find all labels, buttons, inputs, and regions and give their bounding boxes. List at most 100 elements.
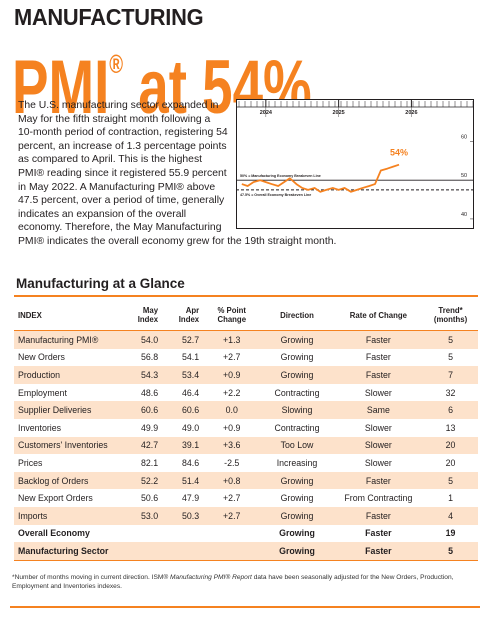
table-cell: Contracting — [274, 387, 320, 398]
table-cell: 52.2 — [121, 471, 163, 490]
table-cell: 50.3 — [162, 506, 204, 525]
table-cell: 5 — [423, 471, 478, 490]
table-cell: +0.9 — [203, 366, 261, 384]
table-cell — [121, 542, 163, 561]
table-cell: Faster — [365, 528, 392, 539]
headline: PMI® at 54% — [12, 26, 312, 126]
table-cell: 5 — [423, 330, 478, 349]
reference-label: 50% = Manufacturing Economy Breakeven Li… — [240, 174, 321, 178]
table-cell: 5 — [448, 352, 454, 363]
table-row: Manufacturing Sector Growing Faster 5 — [14, 542, 478, 561]
intro-text: The U.S. manufacturing sector expanded i… — [18, 100, 337, 247]
column-header: Apr Index — [162, 300, 204, 331]
table-cell: Contracting — [274, 422, 320, 433]
table-cell: +2.2 — [223, 387, 241, 398]
table-cell: -2.5 — [224, 457, 240, 468]
table-cell: Growing — [260, 506, 334, 525]
table-cell: +3.6 — [203, 436, 261, 455]
table-cell: 4 — [423, 506, 478, 525]
table-row: Production 54.3 53.4 +0.9 Growing Faster 7 — [14, 366, 478, 384]
table-cell: 20 — [445, 457, 456, 468]
rule — [10, 606, 480, 608]
column-header: Trend* (months) — [423, 300, 478, 331]
table-cell: Faster — [365, 352, 391, 363]
table-cell: Faster — [333, 506, 424, 525]
table-row: New Export Orders 50.6 47.9 +2.7 Growing From… — [14, 489, 478, 507]
table-cell: 46.4 — [182, 387, 200, 398]
table-cell: Slower — [364, 457, 392, 468]
table-cell: 19 — [445, 528, 456, 539]
table-cell: Slowing — [260, 401, 334, 419]
table-cell: Imports — [14, 506, 122, 525]
column-header: May Index — [121, 300, 163, 331]
table-cell: 54.0 — [121, 330, 163, 349]
table-row: Manufacturing PMI® 54.0 52.7 +1.3 Growing Fas… — [14, 330, 478, 349]
table-cell: Faster — [333, 330, 424, 349]
table-cell — [203, 525, 260, 543]
table-cell: 49.9 — [140, 422, 159, 433]
data-line — [241, 163, 400, 193]
table-cell: 56.8 — [140, 352, 159, 363]
table-cell: Employment — [18, 387, 67, 398]
table-cell: Same — [333, 401, 424, 419]
table-cell: +2.7 — [203, 506, 261, 525]
table-cell: 48.6 — [140, 387, 159, 398]
table-cell: Growing — [280, 352, 314, 363]
table-cell — [162, 542, 204, 561]
footnote: *Number of months moving in current dire… — [12, 573, 478, 591]
table-row: Supplier Deliveries 60.6 60.6 0.0 Slowing Sam… — [14, 401, 478, 419]
y-tick-label: 50 — [461, 173, 467, 179]
table-cell: 6 — [423, 401, 478, 419]
chart-frame — [236, 99, 474, 229]
table-cell: +0.9 — [223, 422, 241, 433]
table-cell: Growing — [260, 542, 334, 561]
y-tick-label: 60 — [461, 134, 467, 140]
table-row: Employment 48.6 46.4 +2.2 Contracting Slower 3… — [14, 384, 478, 402]
table-cell: 51.4 — [162, 471, 204, 490]
table-cell: +2.7 — [223, 493, 241, 504]
table-cell: 13 — [445, 422, 456, 433]
table-cell: 20 — [423, 436, 478, 455]
table-cell: Inventories — [18, 422, 62, 433]
table-row: Inventories 49.9 49.0 +0.9 Contracting Slower… — [14, 419, 478, 437]
table-row: Imports 53.0 50.3 +2.7 Growing Faster 4 — [14, 506, 478, 525]
table-cell: Growing — [260, 366, 334, 384]
table-cell: Customers' Inventories — [14, 436, 122, 455]
table-cell: From Contracting — [344, 493, 413, 504]
table-cell: Faster — [333, 471, 424, 490]
section-title: Manufacturing at a Glance — [16, 276, 185, 291]
intro: 2024 2025 2026 40 50 60 50% = Manufacturing Ec… — [18, 99, 474, 249]
table-cell: Slower — [364, 422, 392, 433]
column-header: INDEX — [14, 300, 122, 331]
table-row: Overall Economy Growing Faster 19 — [14, 525, 478, 543]
table-cell: 5 — [423, 542, 478, 561]
x-tick-label: 2024 — [260, 110, 273, 116]
table-cell: Increasing — [276, 457, 318, 468]
table-cell: 7 — [423, 366, 478, 384]
table-cell: 50.6 — [140, 493, 159, 504]
table-cell: Growing — [260, 330, 334, 349]
y-tick-label: 40 — [461, 212, 467, 218]
table-row: Backlog of Orders 52.2 51.4 +0.8 Growing Fast… — [14, 471, 478, 490]
table-cell: +2.7 — [223, 352, 241, 363]
chart-box: 2024 2025 2026 40 50 60 50% = Manufacturing Ec… — [236, 99, 474, 229]
table-cell: 0.0 — [203, 401, 261, 419]
table-cell — [162, 525, 203, 543]
table-row: New Orders 56.8 54.1 +2.7 Growing Faster 5 — [14, 349, 478, 367]
reference-label: 47.5% = Overall Economy Breakeven Line — [240, 193, 311, 197]
header-row: INDEX May Index Apr Index% Point Change Dir… — [14, 300, 478, 331]
table-cell: 60.6 — [121, 401, 163, 419]
column-header: % Point Change — [203, 300, 261, 331]
table-body: Manufacturing PMI® 54.0 52.7 +1.3 Growing Fas… — [14, 330, 478, 561]
table-cell: 47.9 — [182, 493, 200, 504]
table-cell: Growing — [279, 528, 315, 539]
table-cell: Growing — [280, 493, 314, 504]
table-cell: 54.3 — [121, 366, 163, 384]
table-cell: 54.1 — [182, 352, 200, 363]
table: INDEX May Index Apr Index% Point Change Dir… — [14, 300, 478, 561]
footnote-text: *Number of months moving in current dire… — [12, 574, 171, 581]
table-cell: 39.1 — [162, 436, 204, 455]
table-cell: +1.3 — [203, 330, 261, 349]
